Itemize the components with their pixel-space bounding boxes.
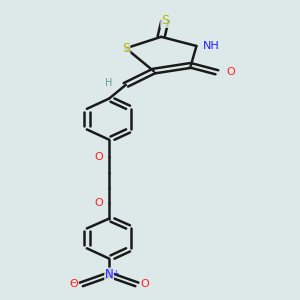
Text: S: S	[161, 14, 169, 27]
Text: N: N	[105, 268, 113, 281]
Text: S: S	[122, 42, 130, 55]
Text: O: O	[140, 279, 149, 290]
Text: −: −	[70, 278, 76, 287]
Text: O: O	[226, 67, 236, 77]
Text: O: O	[94, 152, 103, 162]
Text: NH: NH	[203, 41, 220, 51]
Text: O: O	[94, 198, 103, 208]
Text: +: +	[112, 269, 119, 278]
Text: H: H	[105, 78, 113, 88]
Text: O: O	[70, 279, 78, 290]
